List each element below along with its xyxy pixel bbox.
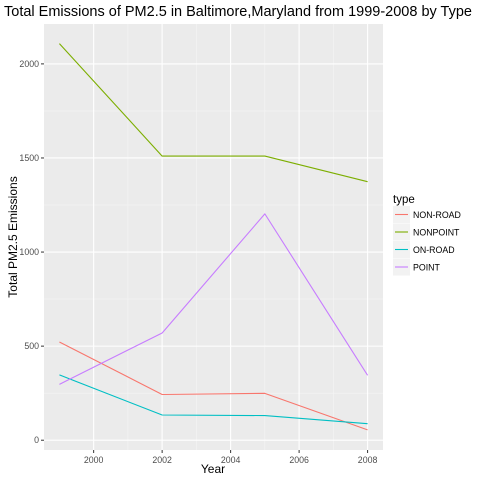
series-line-point <box>59 213 369 385</box>
series-line-nonpoint <box>59 43 368 183</box>
legend-label-non-road: NON-ROAD <box>413 210 461 220</box>
legend: type NON-ROAD NONPOINT ON-ROAD POINT <box>393 194 461 276</box>
chart-title: Total Emissions of PM2.5 in Baltimore,Ma… <box>4 4 472 20</box>
grid-lines <box>44 24 383 450</box>
x-tick-label: 2000 <box>84 455 104 465</box>
y-tick-label: 2000 <box>19 59 39 69</box>
y-tick-label: 0 <box>34 435 39 445</box>
x-tick-label: 2002 <box>152 455 172 465</box>
series-line-non-road <box>59 341 368 431</box>
y-axis-title: Total PM2.5 Emissions <box>6 176 20 297</box>
series-lines <box>59 43 369 431</box>
y-tick-label: 500 <box>24 341 39 351</box>
y-tick-label: 1500 <box>19 153 39 163</box>
y-tick-label: 1000 <box>19 247 39 257</box>
x-tick-label: 2004 <box>221 455 241 465</box>
legend-label-nonpoint: NONPOINT <box>413 228 460 238</box>
x-tick-label: 2008 <box>358 455 378 465</box>
x-axis-title: Year <box>201 462 225 476</box>
series-line-on-road <box>59 374 368 425</box>
axes: 2000 2002 2004 2006 2008 0 500 1000 1500 2000 <box>19 59 377 465</box>
legend-label-on-road: ON-ROAD <box>413 245 455 255</box>
legend-title: type <box>393 194 415 206</box>
legend-label-point: POINT <box>413 263 441 273</box>
x-tick-label: 2006 <box>289 455 309 465</box>
plot-panel <box>44 24 383 450</box>
